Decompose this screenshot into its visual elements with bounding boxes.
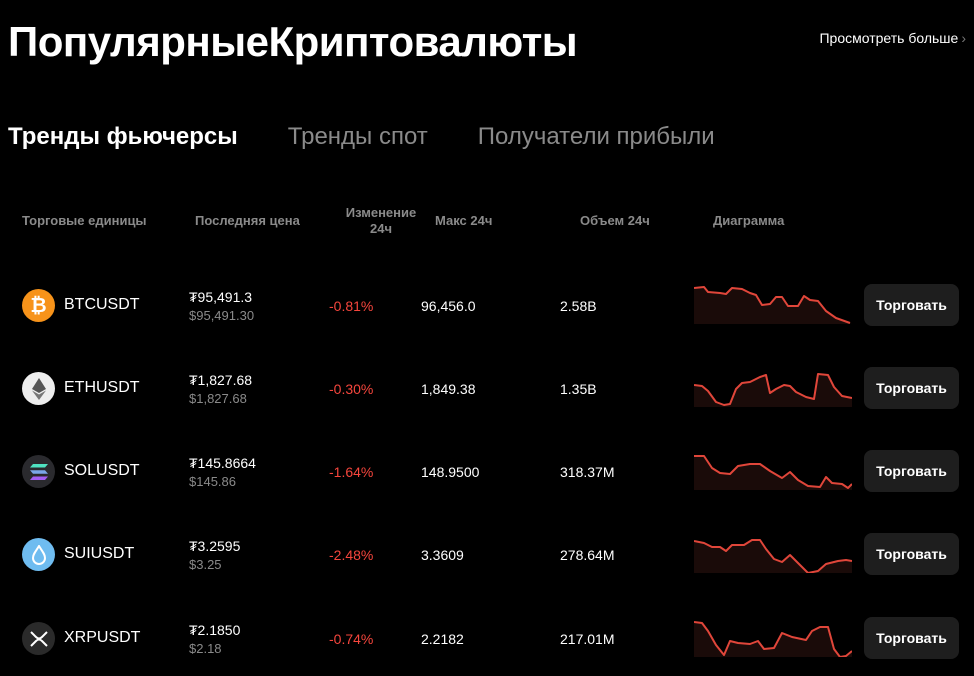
- last-price-usd: $1,827.68: [189, 391, 247, 406]
- sparkline-chart: [694, 286, 852, 324]
- bitcoin-icon: ₿: [22, 289, 55, 322]
- high-24h: 148.9500: [421, 464, 480, 480]
- trade-button[interactable]: Торговать: [864, 533, 959, 575]
- last-price-usd: $145.86: [189, 474, 236, 489]
- volume-24h: 1.35B: [560, 381, 597, 397]
- xrp-icon: [22, 622, 55, 655]
- solana-icon: [22, 455, 55, 488]
- pair-symbol[interactable]: ETHUSDT: [64, 379, 140, 396]
- change-24h: -0.81%: [329, 298, 374, 314]
- change-24h: -0.30%: [329, 381, 374, 397]
- trade-button[interactable]: Торговать: [864, 284, 959, 326]
- last-price: ₮1,827.68: [189, 372, 253, 388]
- table-row[interactable]: XRPUSDT ₮2.1850 $2.18 -0.74% 2.2182 217.…: [0, 607, 974, 671]
- col-change-24h: Изменение 24ч: [345, 205, 417, 236]
- pair-symbol[interactable]: BTCUSDT: [64, 296, 140, 313]
- view-more-link[interactable]: Просмотреть больше ›: [819, 30, 966, 46]
- last-price: ₮145.8664: [189, 455, 256, 471]
- col-volume-24h: Объем 24ч: [580, 213, 650, 228]
- trade-button[interactable]: Торговать: [864, 367, 959, 409]
- col-high-24h: Макс 24ч: [435, 213, 493, 228]
- last-price: ₮95,491.3: [189, 289, 253, 305]
- volume-24h: 278.64M: [560, 547, 615, 563]
- high-24h: 3.3609: [421, 547, 464, 563]
- col-chart: Диаграмма: [713, 213, 785, 228]
- tab-trending-spot[interactable]: Тренды спот: [287, 123, 428, 150]
- last-price: ₮3.2595: [189, 538, 241, 554]
- table-row[interactable]: ₿ BTCUSDT ₮95,491.3 $95,491.30 -0.81% 96…: [0, 274, 974, 338]
- pair-symbol[interactable]: XRPUSDT: [64, 629, 141, 646]
- last-price: ₮2.1850: [189, 622, 241, 638]
- page-title: ПопулярныеКриптовалюты: [8, 18, 578, 65]
- col-last-price: Последняя цена: [195, 213, 300, 228]
- last-price-usd: $3.25: [189, 557, 222, 572]
- pair-symbol[interactable]: SUIUSDT: [64, 545, 135, 562]
- tab-bar: Тренды фьючерсы Тренды спот Получатели п…: [8, 120, 765, 154]
- chevron-right-icon: ›: [961, 30, 966, 46]
- last-price-usd: $95,491.30: [189, 308, 255, 323]
- pair-symbol[interactable]: SOLUSDT: [64, 462, 140, 479]
- sparkline-chart: [694, 539, 852, 573]
- trade-button[interactable]: Торговать: [864, 450, 959, 492]
- table-row[interactable]: SOLUSDT ₮145.8664 $145.86 -1.64% 148.950…: [0, 440, 974, 504]
- high-24h: 2.2182: [421, 631, 464, 647]
- tab-top-gainers[interactable]: Получатели прибыли: [477, 123, 715, 150]
- ethereum-icon: [22, 372, 55, 405]
- volume-24h: 217.01M: [560, 631, 615, 647]
- tab-trending-futures[interactable]: Тренды фьючерсы: [8, 123, 238, 150]
- view-more-label: Просмотреть больше: [819, 30, 959, 46]
- sui-icon: [22, 538, 55, 571]
- high-24h: 96,456.0: [421, 298, 476, 314]
- table-row[interactable]: ETHUSDT ₮1,827.68 $1,827.68 -0.30% 1,849…: [0, 357, 974, 421]
- sparkline-chart: [694, 455, 852, 490]
- volume-24h: 318.37M: [560, 464, 615, 480]
- last-price-usd: $2.18: [189, 641, 222, 656]
- sparkline-chart: [694, 373, 852, 407]
- table-row[interactable]: SUIUSDT ₮3.2595 $3.25 -2.48% 3.3609 278.…: [0, 523, 974, 587]
- change-24h: -2.48%: [329, 547, 374, 563]
- col-pair: Торговые единицы: [22, 213, 147, 228]
- high-24h: 1,849.38: [421, 381, 476, 397]
- change-24h: -0.74%: [329, 631, 374, 647]
- change-24h: -1.64%: [329, 464, 374, 480]
- trade-button[interactable]: Торговать: [864, 617, 959, 659]
- table-header: Торговые единицы Последняя цена Изменени…: [0, 200, 974, 244]
- volume-24h: 2.58B: [560, 298, 597, 314]
- sparkline-chart: [694, 621, 852, 657]
